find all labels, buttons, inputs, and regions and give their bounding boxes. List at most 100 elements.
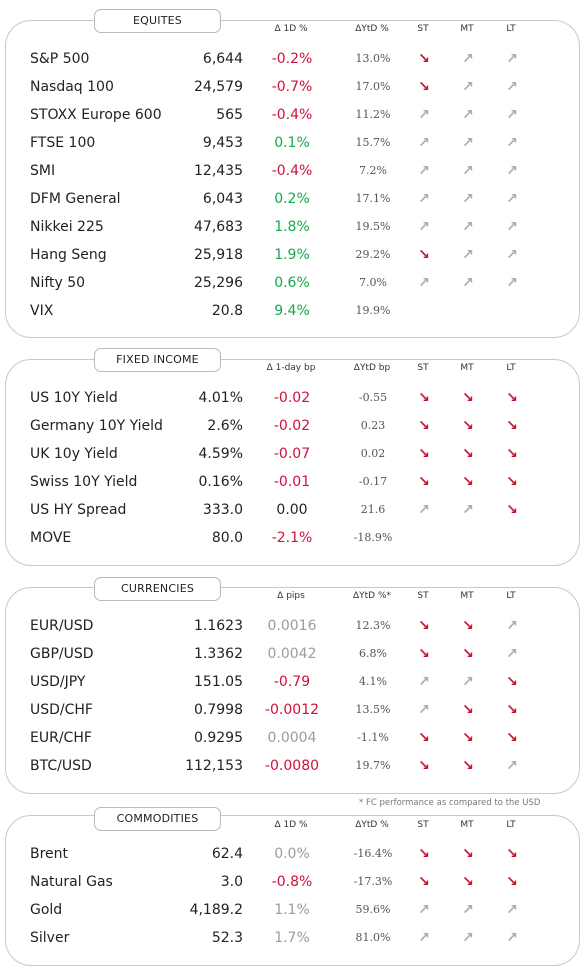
ytd-column-header: ΔYtD %* [352, 591, 392, 601]
ytd-change: 29.2% [355, 248, 391, 261]
lt-column-header: LT [506, 363, 516, 373]
daily-change: 0.0004 [267, 730, 317, 746]
daily-change: 0.0% [274, 846, 310, 862]
currencies-tab[interactable]: CURRENCIES [94, 577, 221, 601]
lt-trend-up-arrow-icon: ↗ [506, 930, 518, 946]
st-trend-down-arrow-icon: ↘ [418, 758, 430, 774]
st-trend-down-arrow-icon: ↘ [418, 418, 430, 434]
ytd-change: 6.8% [359, 647, 387, 660]
ytd-change: -0.55 [358, 391, 388, 404]
lt-trend-down-arrow-icon: ↘ [506, 674, 518, 690]
instrument-value: 47,683 [194, 219, 243, 235]
daily-change: -0.2% [271, 51, 313, 67]
mt-trend-up-arrow-icon: ↗ [462, 163, 474, 179]
ytd-change: 12.3% [355, 619, 391, 632]
daily-change: 1.9% [274, 247, 310, 263]
mt-trend-up-arrow-icon: ↗ [462, 51, 474, 67]
instrument-value: 25,296 [194, 275, 243, 291]
daily-change: 1.1% [274, 902, 310, 918]
instrument-name: US HY Spread [30, 502, 127, 518]
table-row: MOVE 80.0 -2.1% -18.9% [6, 524, 581, 552]
fixed-income-tab[interactable]: FIXED INCOME [94, 348, 221, 372]
lt-trend-down-arrow-icon: ↘ [506, 846, 518, 862]
mt-trend-down-arrow-icon: ↘ [462, 618, 474, 634]
st-trend-down-arrow-icon: ↘ [418, 474, 430, 490]
lt-trend-down-arrow-icon: ↘ [506, 502, 518, 518]
instrument-value: 62.4 [211, 846, 243, 862]
mt-trend-up-arrow-icon: ↗ [462, 219, 474, 235]
instrument-value: 24,579 [194, 79, 243, 95]
ytd-change: -18.9% [353, 531, 393, 544]
daily-change: -0.4% [271, 107, 313, 123]
instrument-value: 0.9295 [194, 730, 243, 746]
instrument-name: FTSE 100 [30, 135, 96, 151]
daily-change: -0.07 [273, 446, 311, 462]
mt-trend-down-arrow-icon: ↘ [462, 702, 474, 718]
daily-change: -0.01 [273, 474, 311, 490]
instrument-name: USD/JPY [30, 674, 86, 690]
table-row: S&P 500 6,644 -0.2% 13.0% ↘ ↗ ↗ [6, 45, 581, 73]
table-row: US HY Spread 333.0 0.00 21.6 ↗ ↗ ↘ [6, 496, 581, 524]
instrument-name: Gold [30, 902, 63, 918]
instrument-value: 20.8 [211, 303, 243, 319]
st-trend-down-arrow-icon: ↘ [418, 618, 430, 634]
st-trend-up-arrow-icon: ↗ [418, 902, 430, 918]
ytd-change: 13.0% [355, 52, 391, 65]
table-row: BTC/USD 112,153 -0.0080 19.7% ↘ ↘ ↗ [6, 752, 581, 780]
commodities-tab[interactable]: COMMODITIES [94, 807, 221, 831]
st-column-header: ST [417, 820, 429, 830]
ytd-change: 59.6% [355, 903, 391, 916]
instrument-value: 333.0 [202, 502, 243, 518]
ytd-change: 7.0% [359, 276, 387, 289]
table-row: GBP/USD 1.3362 0.0042 6.8% ↘ ↘ ↗ [6, 640, 581, 668]
ytd-change: 13.5% [355, 703, 391, 716]
ytd-change: 17.0% [355, 80, 391, 93]
instrument-name: Nikkei 225 [30, 219, 104, 235]
change-column-header: Δ 1D % [274, 24, 308, 34]
instrument-name: S&P 500 [30, 51, 90, 67]
lt-trend-up-arrow-icon: ↗ [506, 646, 518, 662]
instrument-name: Swiss 10Y Yield [30, 474, 138, 490]
instrument-value: 151.05 [194, 674, 243, 690]
change-column-header: Δ 1D % [274, 820, 308, 830]
lt-trend-down-arrow-icon: ↘ [506, 418, 518, 434]
st-trend-up-arrow-icon: ↗ [418, 219, 430, 235]
ytd-column-header: ΔYtD % [355, 24, 389, 34]
table-row: Nikkei 225 47,683 1.8% 19.5% ↗ ↗ ↗ [6, 213, 581, 241]
st-trend-up-arrow-icon: ↗ [418, 135, 430, 151]
instrument-value: 52.3 [211, 930, 243, 946]
instrument-value: 1.3362 [194, 646, 243, 662]
table-row: Hang Seng 25,918 1.9% 29.2% ↘ ↗ ↗ [6, 241, 581, 269]
ytd-change: 15.7% [355, 136, 391, 149]
mt-trend-up-arrow-icon: ↗ [462, 247, 474, 263]
st-column-header: ST [417, 591, 429, 601]
lt-trend-down-arrow-icon: ↘ [506, 474, 518, 490]
table-row: USD/CHF 0.7998 -0.0012 13.5% ↗ ↘ ↘ [6, 696, 581, 724]
daily-change: -0.0080 [264, 758, 320, 774]
lt-trend-up-arrow-icon: ↗ [506, 79, 518, 95]
st-trend-up-arrow-icon: ↗ [418, 191, 430, 207]
footnote: * FC performance as compared to the USD [359, 798, 541, 808]
table-row: STOXX Europe 600 565 -0.4% 11.2% ↗ ↗ ↗ [6, 101, 581, 129]
daily-change: -0.4% [271, 163, 313, 179]
instrument-name: USD/CHF [30, 702, 93, 718]
lt-trend-down-arrow-icon: ↘ [506, 730, 518, 746]
mt-trend-down-arrow-icon: ↘ [462, 646, 474, 662]
lt-trend-up-arrow-icon: ↗ [506, 51, 518, 67]
instrument-value: 6,644 [202, 51, 243, 67]
instrument-name: STOXX Europe 600 [30, 107, 162, 123]
lt-trend-up-arrow-icon: ↗ [506, 247, 518, 263]
table-row: UK 10y Yield 4.59% -0.07 0.02 ↘ ↘ ↘ [6, 440, 581, 468]
currencies-panel: EUR/USD 1.1623 0.0016 12.3% ↘ ↘ ↗ GBP/USD 1.3362… [5, 587, 580, 794]
lt-column-header: LT [506, 24, 516, 34]
st-trend-down-arrow-icon: ↘ [418, 874, 430, 890]
st-trend-up-arrow-icon: ↗ [418, 163, 430, 179]
instrument-value: 1.1623 [194, 618, 243, 634]
mt-column-header: MT [460, 24, 474, 34]
equites-tab[interactable]: EQUITES [94, 9, 221, 33]
ytd-change: 81.0% [355, 931, 391, 944]
instrument-value: 2.6% [207, 418, 243, 434]
instrument-name: UK 10y Yield [30, 446, 118, 462]
instrument-value: 9,453 [202, 135, 243, 151]
instrument-name: DFM General [30, 191, 121, 207]
